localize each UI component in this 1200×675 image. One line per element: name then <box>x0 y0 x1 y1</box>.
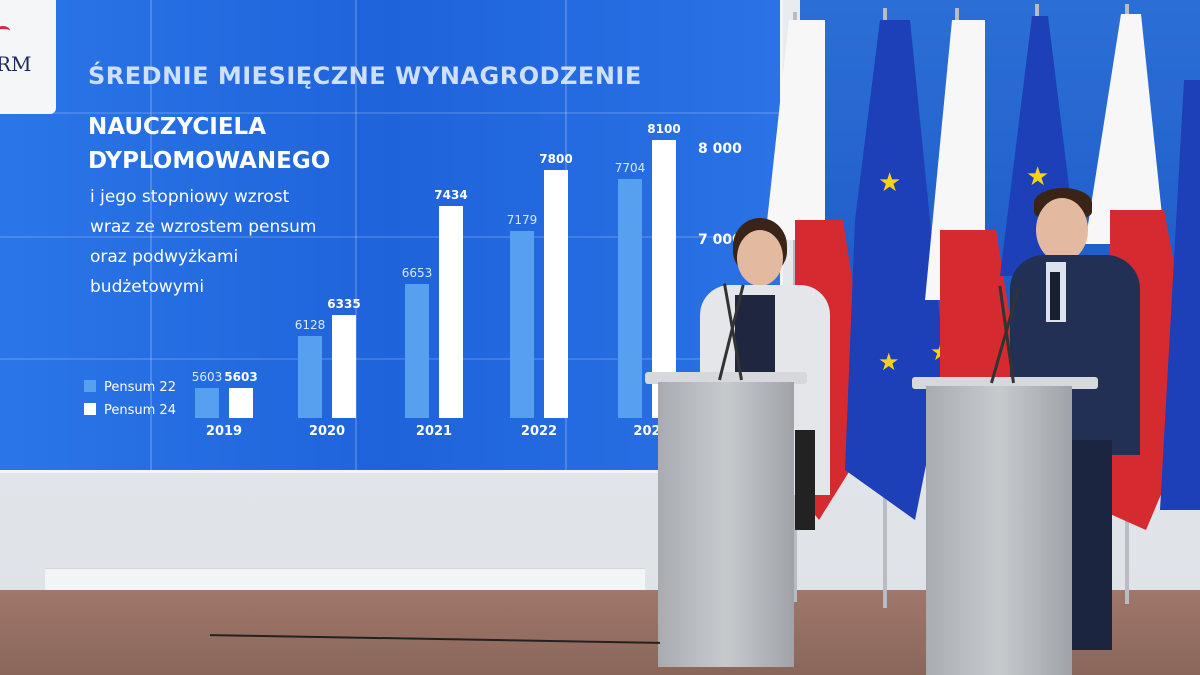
bar-pensum22 <box>405 283 429 418</box>
value-label-pensum24: 8100 <box>647 122 681 136</box>
bar-pensum22 <box>618 179 642 418</box>
value-label-pensum22: 6128 <box>294 317 326 332</box>
bar-pensum22 <box>298 335 322 418</box>
stage-baseboard <box>45 568 645 591</box>
year-label: 2022 <box>520 424 558 439</box>
podium-left <box>658 382 794 667</box>
speaker-man-legs <box>1072 440 1112 650</box>
value-label-pensum22: 5603 <box>191 369 223 384</box>
year-label: 2021 <box>415 424 453 439</box>
podium-top <box>645 372 807 384</box>
presentation-screen: RM ŚREDNIE MIESIĘCZNE WYNAGRODZENIE NAUC… <box>0 0 783 473</box>
bar-pensum24 <box>652 140 676 418</box>
year-label: 202 <box>633 424 661 439</box>
speaker-woman-legs <box>795 430 815 530</box>
legend-swatch-icon <box>84 380 96 392</box>
value-label-pensum22: 7704 <box>614 161 646 176</box>
logo-mark-icon <box>0 26 10 35</box>
eu-star-icon: ★ <box>1026 162 1050 192</box>
eu-star-icon: ★ <box>878 168 902 198</box>
bar-pensum22 <box>510 231 534 418</box>
slide-title: ŚREDNIE MIESIĘCZNE WYNAGRODZENIE <box>88 62 642 90</box>
bar-pensum24 <box>439 206 463 418</box>
speaker-face <box>737 230 783 286</box>
bar-pensum24 <box>229 387 253 418</box>
grid-line <box>150 0 152 470</box>
value-label-pensum24: 7800 <box>539 151 573 166</box>
slide-title-bold: NAUCZYCIELA DYPLOMOWANEGO <box>88 114 331 174</box>
legend-swatch-icon <box>84 403 96 415</box>
grid-line <box>0 358 780 360</box>
podium-right <box>926 386 1072 675</box>
legend-pensum24: Pensum 24 <box>84 403 176 418</box>
value-label-pensum24: 6335 <box>327 297 361 312</box>
axis-label: 7 000 <box>698 232 742 248</box>
year-label: 2020 <box>308 424 346 439</box>
year-label: 2019 <box>205 424 243 439</box>
grid-line <box>355 0 357 470</box>
value-label-pensum24: 7434 <box>434 188 468 203</box>
legend-pensum22: Pensum 22 <box>84 380 176 395</box>
ministry-logo: RM <box>0 0 56 114</box>
axis-label: 8 000 <box>698 141 742 157</box>
speaker-face <box>1036 198 1088 262</box>
value-label-pensum22: 6653 <box>401 265 433 280</box>
bar-pensum24 <box>544 169 568 418</box>
tie <box>1050 272 1060 320</box>
grid-line <box>0 236 780 238</box>
bar-pensum22 <box>195 387 219 418</box>
value-label-pensum22: 7179 <box>506 213 538 228</box>
slide-subtitle: i jego stopniowy wzrost wraz ze wzrostem… <box>90 187 317 297</box>
grid-line <box>0 112 780 114</box>
value-label-pensum24: 5603 <box>224 369 258 384</box>
eu-star-icon: ★ <box>878 348 900 376</box>
bar-pensum24 <box>332 315 356 418</box>
